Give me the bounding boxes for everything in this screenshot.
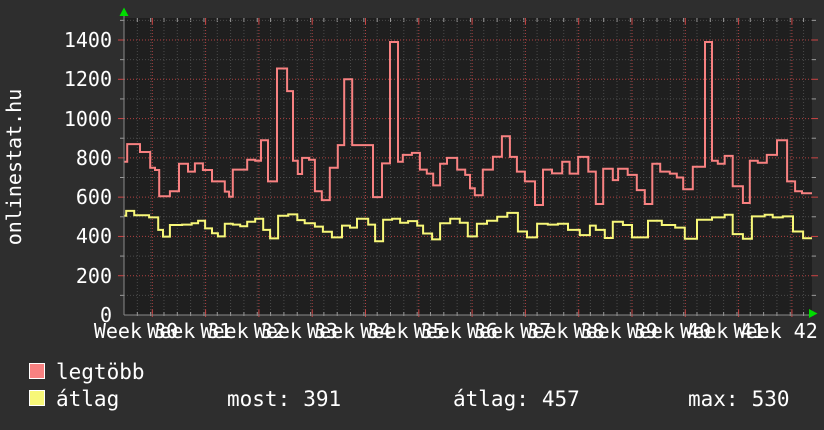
x-tick-label: Week 31 bbox=[147, 319, 232, 343]
y-tick-label: 800 bbox=[75, 145, 112, 170]
x-tick-label: Week 33 bbox=[253, 319, 339, 343]
stat-atlag: átlag: 457 bbox=[453, 389, 580, 410]
stat-most-value: 391 bbox=[303, 387, 342, 411]
legend-swatch-atlag bbox=[29, 390, 45, 406]
stat-most: most: 391 bbox=[227, 389, 341, 410]
legend-label-legtobb: legtöbb bbox=[56, 360, 145, 384]
stat-max-value: 530 bbox=[751, 387, 790, 411]
x-tick-label: Week 41 bbox=[680, 319, 765, 343]
x-tick-label: Week 30 bbox=[93, 319, 179, 343]
y-axis-arrow-icon bbox=[119, 7, 129, 16]
stat-atlag-value: 457 bbox=[541, 387, 580, 411]
x-axis-arrow-icon bbox=[809, 309, 818, 318]
stat-atlag-label: átlag: bbox=[453, 387, 529, 411]
y-tick-label: 1200 bbox=[63, 67, 112, 92]
legend-swatch-legtobb bbox=[29, 363, 45, 379]
x-tick-label: Week 40 bbox=[626, 319, 712, 343]
stat-most-label: most: bbox=[227, 387, 291, 411]
x-tick-label: Week 36 bbox=[413, 319, 498, 343]
y-tick-label: 400 bbox=[75, 224, 112, 249]
stat-max: max: 530 bbox=[688, 389, 790, 410]
series-legtobb bbox=[124, 41, 812, 206]
x-tick-label: Week 37 bbox=[466, 319, 552, 343]
series-atlag bbox=[124, 209, 812, 243]
x-tick-label: Week 34 bbox=[307, 319, 392, 343]
x-tick-label: Week 39 bbox=[573, 319, 658, 343]
x-tick-label: Week 35 bbox=[360, 319, 445, 343]
y-tick-label: 0 bbox=[99, 303, 112, 327]
x-tick-label: Week 32 bbox=[200, 319, 285, 343]
stat-max-label: max: bbox=[688, 387, 739, 411]
y-tick-label: 1000 bbox=[63, 106, 112, 131]
y-tick-label: 200 bbox=[75, 263, 112, 288]
y-tick-label: 1400 bbox=[63, 28, 112, 52]
x-tick-label: Week 38 bbox=[520, 319, 605, 343]
plot-area bbox=[124, 18, 812, 315]
x-tick-label: Week 42 bbox=[733, 319, 818, 343]
y-tick-label: 600 bbox=[75, 185, 112, 210]
legend-label-atlag: átlag bbox=[56, 387, 120, 411]
